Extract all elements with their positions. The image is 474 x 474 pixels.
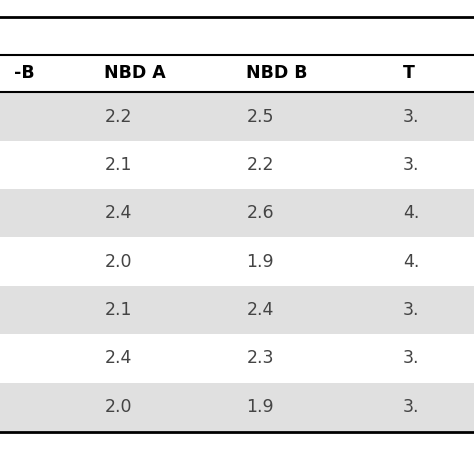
Text: 2.0: 2.0 — [104, 253, 132, 271]
Bar — [0, 237, 474, 286]
Text: 3.: 3. — [403, 156, 419, 174]
Text: 3.: 3. — [403, 349, 419, 367]
Text: 2.0: 2.0 — [104, 398, 132, 416]
Text: 3.: 3. — [403, 398, 419, 416]
Bar — [0, 286, 474, 334]
Text: 1.9: 1.9 — [246, 253, 274, 271]
Text: 2.2: 2.2 — [246, 156, 274, 174]
Bar — [0, 189, 474, 237]
Text: 2.1: 2.1 — [104, 301, 132, 319]
Text: 2.1: 2.1 — [104, 156, 132, 174]
Bar — [0, 334, 474, 383]
Text: T: T — [403, 64, 415, 82]
Text: 2.4: 2.4 — [104, 204, 132, 222]
Text: 2.5: 2.5 — [246, 108, 274, 126]
Text: 2.4: 2.4 — [246, 301, 274, 319]
Bar — [0, 141, 474, 189]
Text: 4.: 4. — [403, 204, 419, 222]
Text: 1.9: 1.9 — [246, 398, 274, 416]
Text: 3.: 3. — [403, 301, 419, 319]
Bar — [0, 92, 474, 141]
Text: 2.3: 2.3 — [246, 349, 274, 367]
Text: 2.4: 2.4 — [104, 349, 132, 367]
Text: 4.: 4. — [403, 253, 419, 271]
Text: -B: -B — [14, 64, 35, 82]
Text: 3.: 3. — [403, 108, 419, 126]
Text: NBD B: NBD B — [246, 64, 308, 82]
Text: 2.6: 2.6 — [246, 204, 274, 222]
Text: NBD A: NBD A — [104, 64, 166, 82]
Text: 2.2: 2.2 — [104, 108, 132, 126]
Bar — [0, 383, 474, 431]
